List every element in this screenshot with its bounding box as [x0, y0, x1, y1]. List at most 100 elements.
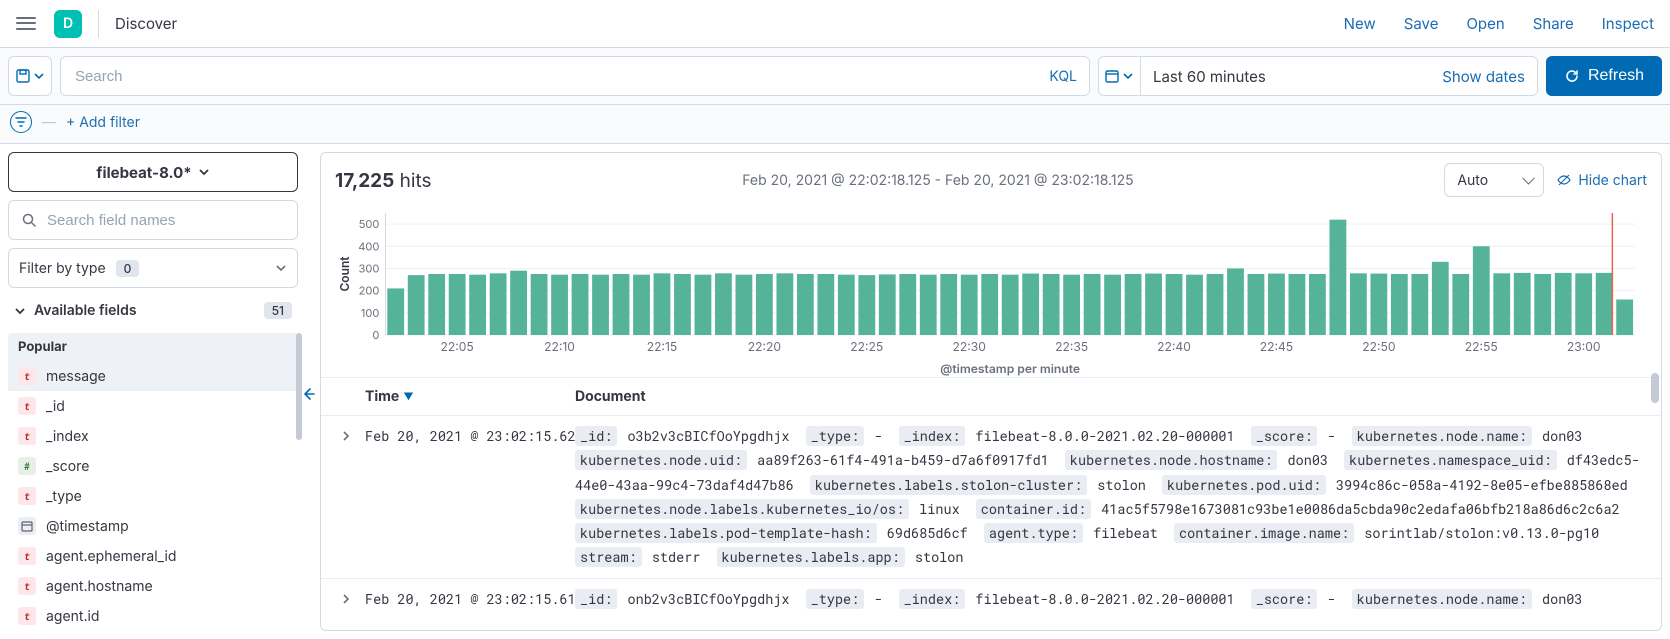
top-menu: New Save Open Share Inspect [1344, 14, 1654, 33]
top-link-share[interactable]: Share [1533, 14, 1574, 33]
field-row[interactable]: tagent.ephemeral_id [8, 541, 298, 571]
nav-toggle-icon[interactable] [16, 14, 36, 34]
chevron-down-icon [275, 262, 287, 274]
field-key: kubernetes.labels.stolon-cluster: [810, 475, 1087, 495]
interval-value: Auto [1457, 172, 1488, 189]
search-box[interactable]: KQL [60, 56, 1090, 96]
field-key: kubernetes.node.name: [1352, 426, 1532, 446]
field-row[interactable]: t_index [8, 421, 298, 451]
field-row[interactable]: t_id [8, 391, 298, 421]
expand-row-button[interactable] [341, 424, 365, 570]
field-key: kubernetes.node.uid: [575, 450, 747, 470]
table-row: Feb 20, 2021 @ 23:02:15.617_id: onb2v3cB… [321, 578, 1661, 619]
add-filter-link[interactable]: + Add filter [66, 114, 140, 131]
chevron-right-icon [341, 431, 351, 441]
svg-text:100: 100 [361, 306, 380, 320]
breadcrumb[interactable]: Discover [115, 14, 177, 33]
field-search-input[interactable] [45, 211, 285, 230]
col-time-label: Time [365, 388, 399, 405]
main-panel: 17,225 hits Feb 20, 2021 @ 22:02:18.125 … [320, 152, 1662, 631]
scrollbar-thumb[interactable] [1651, 373, 1659, 403]
col-time[interactable]: Time ▼ [365, 388, 575, 405]
field-name: agent.ephemeral_id [46, 548, 176, 565]
field-value: filebeat [1085, 524, 1166, 542]
table-row: Feb 20, 2021 @ 23:02:15.622_id: o3b2v3cB… [321, 415, 1661, 578]
collapse-icon [302, 387, 316, 401]
expand-row-button[interactable] [341, 587, 365, 611]
row-document: _id: onb2v3cBICfOoYpgdhjx _type: - _inde… [575, 587, 1641, 611]
field-value: don03 [1279, 451, 1336, 469]
date-picker[interactable]: Last 60 minutes Show dates [1098, 56, 1538, 96]
field-value: filebeat-8.0.0-2021.02.20-000001 [967, 427, 1242, 445]
field-list: Populartmessaget_idt_index#_scoret_type@… [8, 333, 298, 631]
svg-text:400: 400 [358, 239, 379, 253]
search-input[interactable] [73, 67, 1041, 86]
svg-text:23:00: 23:00 [1567, 339, 1601, 354]
field-row[interactable]: tagent.hostname [8, 571, 298, 601]
field-value: 69d685d6cf [879, 524, 976, 542]
top-bar: D Discover New Save Open Share Inspect [0, 0, 1670, 48]
top-link-save[interactable]: Save [1404, 14, 1439, 33]
histogram-chart[interactable]: 0100200300400500Count22:0522:1022:1522:2… [335, 207, 1647, 377]
field-name: agent.hostname [46, 578, 153, 595]
field-type-icon: t [18, 607, 36, 625]
calendar-button[interactable] [1099, 57, 1141, 95]
filter-bar: — + Add filter [0, 105, 1670, 144]
show-dates-link[interactable]: Show dates [1442, 67, 1537, 86]
top-link-new[interactable]: New [1344, 14, 1376, 33]
field-row[interactable]: #_score [8, 451, 298, 481]
search-icon [21, 212, 37, 228]
field-key: _index: [899, 589, 966, 609]
sort-desc-icon: ▼ [403, 391, 413, 403]
field-value: - [1319, 590, 1343, 608]
top-link-open[interactable]: Open [1466, 14, 1504, 33]
filter-by-type[interactable]: Filter by type 0 [8, 248, 298, 288]
scrollbar-thumb[interactable] [296, 333, 302, 440]
refresh-button[interactable]: Refresh [1546, 56, 1662, 96]
disk-icon [15, 68, 31, 84]
field-row[interactable]: tmessage [8, 361, 298, 391]
svg-text:22:10: 22:10 [544, 339, 575, 354]
field-search[interactable] [8, 200, 298, 240]
field-key: kubernetes.labels.pod-template-hash: [575, 523, 877, 543]
field-row[interactable]: tagent.id [8, 601, 298, 631]
field-key: container.id: [976, 499, 1091, 519]
date-picker-text[interactable]: Last 60 minutes [1141, 67, 1442, 86]
field-key: kubernetes.labels.app: [717, 547, 905, 567]
svg-text:Count: Count [337, 256, 352, 292]
svg-text:500: 500 [359, 217, 380, 231]
chevron-down-icon [1122, 70, 1134, 82]
field-value: - [866, 427, 890, 445]
field-value: o3b2v3cBICfOoYpgdhjx [619, 427, 797, 445]
svg-text:22:35: 22:35 [1055, 339, 1088, 354]
field-value: stderr [644, 548, 709, 566]
saved-query-button[interactable] [8, 56, 52, 96]
query-lang-switch[interactable]: KQL [1049, 68, 1077, 85]
field-type-icon: t [18, 487, 36, 505]
field-key: kubernetes.node.hostname: [1065, 450, 1278, 470]
hits: 17,225 hits [335, 169, 432, 192]
interval-select[interactable]: Auto [1444, 163, 1544, 197]
field-name: message [46, 368, 106, 385]
svg-text:22:55: 22:55 [1465, 339, 1498, 354]
hits-label: hits [400, 169, 432, 192]
field-value: don03 [1534, 427, 1583, 445]
filter-settings-icon[interactable] [10, 111, 32, 133]
svg-text:22:50: 22:50 [1362, 339, 1395, 354]
field-row[interactable]: t_type [8, 481, 298, 511]
field-row[interactable]: @timestamp [8, 511, 298, 541]
col-document[interactable]: Document [575, 388, 1641, 405]
field-value: 3994c86c-058a-4192-8e05-efbe885868ed [1328, 476, 1628, 494]
hide-chart-label: Hide chart [1578, 172, 1647, 189]
field-value: onb2v3cBICfOoYpgdhjx [619, 590, 797, 608]
sidebar-collapse-button[interactable] [300, 156, 318, 631]
field-key: _score: [1251, 589, 1318, 609]
field-type-icon: # [18, 457, 36, 475]
index-pattern-select[interactable]: filebeat-8.0* [8, 152, 298, 192]
hide-chart-link[interactable]: Hide chart [1556, 172, 1647, 189]
top-link-inspect[interactable]: Inspect [1602, 14, 1654, 33]
available-fields-header[interactable]: Available fields 51 [8, 296, 298, 325]
space-badge[interactable]: D [54, 10, 82, 38]
field-type-icon: t [18, 427, 36, 445]
chevron-down-icon [198, 166, 210, 178]
